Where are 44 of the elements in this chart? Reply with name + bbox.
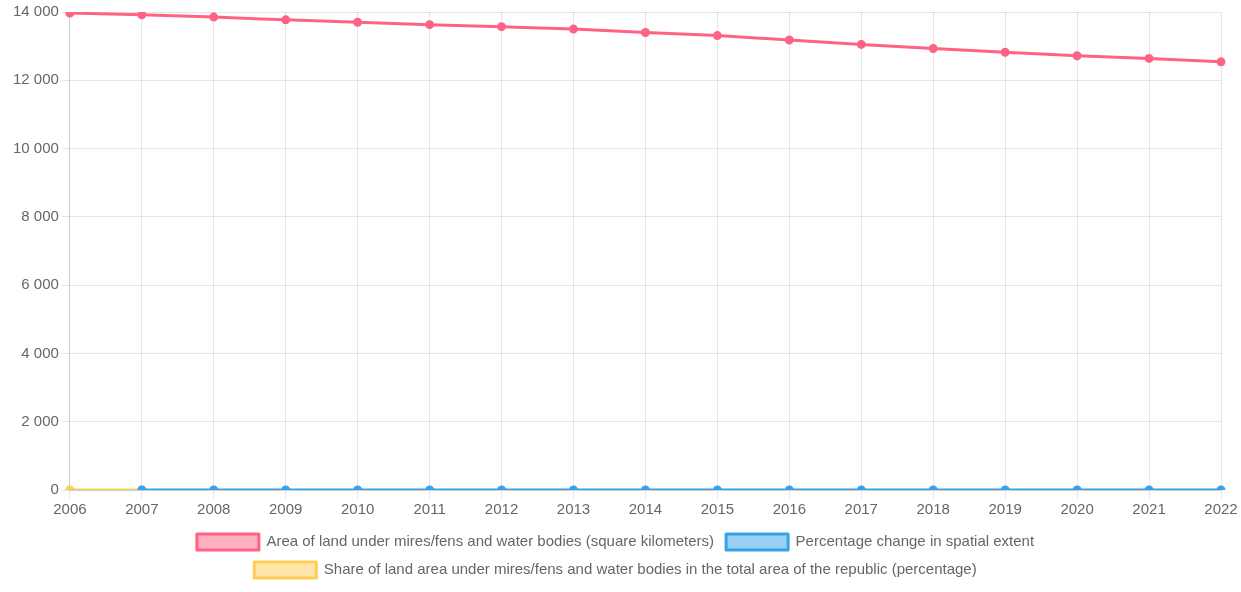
x-tick-label: 2020 <box>1060 500 1094 518</box>
point <box>640 27 650 37</box>
point <box>712 31 722 41</box>
y-tick-label: 12 000 <box>12 70 59 88</box>
point <box>928 44 938 54</box>
point <box>497 22 507 32</box>
point <box>353 17 363 27</box>
point <box>1216 57 1226 67</box>
x-tick-label: 2009 <box>269 500 303 518</box>
y-tick-label: 14 000 <box>12 2 59 20</box>
x-tick-label: 2014 <box>628 500 663 518</box>
x-tick-label: 2011 <box>413 500 446 518</box>
point <box>1144 53 1154 63</box>
point <box>281 15 291 25</box>
x-tick-label: 2007 <box>125 500 159 518</box>
legend-label: Percentage change in spatial extent <box>795 532 1035 550</box>
x-tick-label: 2015 <box>700 500 735 518</box>
legend-label: Share of land area under mires/fens and water bodies in the total area of the republic (percentage) <box>323 560 977 578</box>
point <box>784 35 794 45</box>
point <box>568 24 578 34</box>
x-tick-label: 2022 <box>1204 500 1238 518</box>
y-tick-label: 8 000 <box>21 207 59 224</box>
point <box>425 20 435 30</box>
point <box>1072 51 1082 61</box>
y-tick-label: 4 000 <box>21 343 59 361</box>
x-tick-label: 2006 <box>53 500 87 518</box>
x-tick-label: 2013 <box>556 500 591 518</box>
x-tick-label: 2019 <box>988 500 1022 518</box>
y-tick-label: 6 000 <box>21 275 59 293</box>
point <box>856 39 866 49</box>
x-tick-label: 2012 <box>484 500 519 518</box>
point <box>137 12 147 20</box>
x-tick-label: 2017 <box>844 500 878 518</box>
y-tick-label: 2 000 <box>21 411 59 429</box>
x-tick-label: 2018 <box>916 500 950 518</box>
x-tick-label: 2008 <box>197 500 231 518</box>
x-tick-label: 2010 <box>340 500 375 518</box>
point <box>1000 47 1010 57</box>
x-tick-label: 2021 <box>1132 500 1166 518</box>
x-tick-label: 2016 <box>772 500 807 518</box>
y-tick-label: 0 <box>50 480 59 498</box>
y-tick-label: 10 000 <box>12 138 59 156</box>
legend-label: Area of land under mires/fens and water bodies (square kilometers) <box>266 532 715 550</box>
point <box>209 12 219 22</box>
